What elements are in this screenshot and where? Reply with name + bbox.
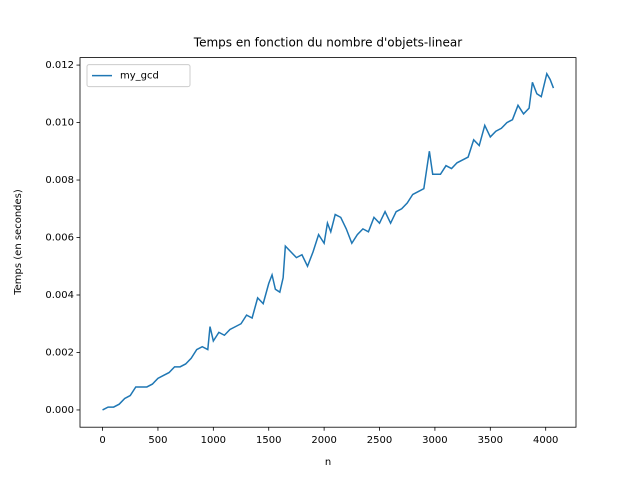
plot-frame bbox=[79, 57, 577, 428]
y-tick-label: 0.008 bbox=[45, 175, 74, 186]
x-tick-label: 3500 bbox=[478, 435, 503, 446]
x-tick-label: 1500 bbox=[256, 435, 281, 446]
y-axis-label: Temps (en secondes) bbox=[13, 189, 24, 296]
x-tick-label: 2000 bbox=[311, 435, 336, 446]
x-tick-label: 3000 bbox=[422, 435, 447, 446]
y-tick-label: 0.012 bbox=[45, 60, 74, 71]
chart-title: Temps en fonction du nombre d'objets-lin… bbox=[193, 36, 462, 50]
x-tick-label: 1000 bbox=[201, 435, 226, 446]
x-tick-label: 0 bbox=[99, 435, 105, 446]
legend-label: my_gcd bbox=[120, 71, 159, 82]
x-tick-label: 500 bbox=[148, 435, 167, 446]
x-axis-label: n bbox=[325, 457, 331, 468]
y-tick-label: 0.000 bbox=[45, 405, 74, 416]
line bbox=[102, 71, 555, 411]
y-tick-label: 0.002 bbox=[45, 347, 74, 358]
legend-box bbox=[86, 64, 191, 88]
x-tick-label: 2500 bbox=[367, 435, 392, 446]
x-tick-label: 4000 bbox=[533, 435, 558, 446]
y-tick-label: 0.006 bbox=[45, 233, 74, 244]
y-tick-label: 0.010 bbox=[45, 118, 74, 129]
y-tick-label: 0.004 bbox=[45, 290, 74, 301]
